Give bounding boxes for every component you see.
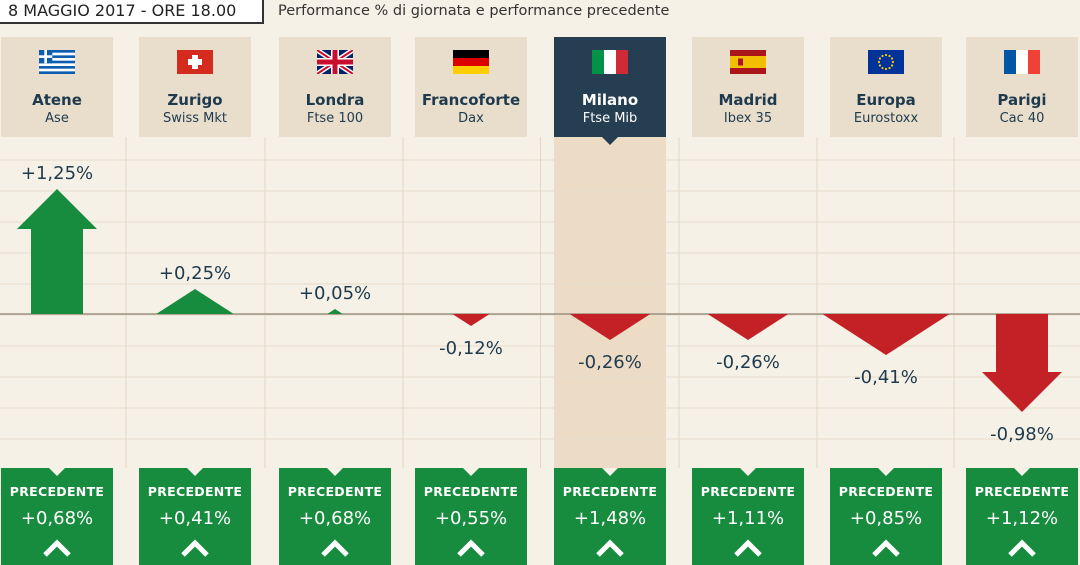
previous-label: PRECEDENTE [974, 484, 1070, 499]
chart-subtitle: Performance % di giornata e performance … [278, 3, 670, 19]
previous-value: +1,12% [985, 508, 1059, 529]
previous-value: +1,11% [711, 508, 785, 529]
previous-value: +0,55% [434, 508, 508, 529]
previous-box-parigi: PRECEDENTE +1,12% [966, 468, 1078, 565]
previous-label: PRECEDENTE [9, 484, 105, 499]
value-label: -0,26% [716, 352, 780, 373]
chevron-up-icon [321, 539, 349, 557]
market-header-milano: Milano Ftse Mib [554, 37, 666, 145]
index-label: Swiss Mkt [162, 111, 228, 126]
market-header-europa: Europa Eurostoxx [830, 37, 942, 137]
uk-flag-icon [317, 50, 353, 74]
previous-label: PRECEDENTE [838, 484, 934, 499]
value-label: -0,98% [990, 424, 1054, 445]
arrow-londra [327, 309, 343, 314]
notch [187, 468, 203, 476]
notch [740, 468, 756, 476]
value-label: -0,12% [439, 338, 503, 359]
previous-box-zurigo: PRECEDENTE +0,41% [139, 468, 251, 565]
chevron-up-icon [1008, 539, 1036, 557]
city-label: Francoforte [421, 91, 521, 109]
previous-label: PRECEDENTE [423, 484, 519, 499]
city-label: Zurigo [167, 91, 223, 109]
notch [49, 468, 65, 476]
previous-box-londra: PRECEDENTE +0,68% [279, 468, 391, 565]
highlight-column [554, 137, 666, 468]
previous-label: PRECEDENTE [700, 484, 796, 499]
previous-value: +0,85% [849, 508, 923, 529]
previous-value: +0,68% [20, 508, 94, 529]
chevron-up-icon [181, 539, 209, 557]
city-label: Parigi [997, 91, 1047, 109]
arrow-madrid [707, 314, 789, 340]
arrow-parigi [982, 314, 1062, 412]
previous-label: PRECEDENTE [147, 484, 243, 499]
previous-box-atene: PRECEDENTE +0,68% [1, 468, 113, 565]
arrow-atene [17, 189, 97, 314]
arrow-zurigo [156, 289, 234, 314]
index-label: Ftse Mib [582, 111, 638, 126]
previous-label: PRECEDENTE [562, 484, 658, 499]
city-label: Milano [581, 91, 639, 109]
index-label: Cac 40 [999, 111, 1045, 126]
index-label: Ase [45, 111, 69, 126]
chevron-up-icon [596, 539, 624, 557]
pointer-triangle [602, 137, 618, 145]
spain-flag-icon [730, 50, 766, 74]
previous-value: +0,68% [298, 508, 372, 529]
chevron-up-icon [43, 539, 71, 557]
france-flag-icon [1004, 50, 1040, 74]
italy-flag-icon [592, 50, 628, 74]
previous-value: +1,48% [573, 508, 647, 529]
eu-flag-icon [868, 50, 904, 74]
index-label: Ftse 100 [306, 111, 364, 126]
market-header-parigi: Parigi Cac 40 [966, 37, 1078, 137]
market-header-zurigo: Zurigo Swiss Mkt [139, 37, 251, 137]
city-label: Europa [856, 91, 916, 109]
arrow-francoforte [452, 314, 490, 326]
notch [602, 468, 618, 476]
market-header-madrid: Madrid Ibex 35 [692, 37, 804, 137]
market-header-londra: Londra Ftse 100 [279, 37, 391, 137]
value-label: -0,26% [578, 352, 642, 373]
date-label: 8 MAGGIO 2017 - ORE 18.00 [0, 0, 264, 24]
previous-box-europa: PRECEDENTE +0,85% [830, 468, 942, 565]
switzerland-flag-icon [177, 50, 213, 74]
chevron-up-icon [457, 539, 485, 557]
notch [327, 468, 343, 476]
previous-box-francoforte: PRECEDENTE +0,55% [415, 468, 527, 565]
city-label: Atene [32, 91, 82, 109]
arrow-milano [569, 314, 651, 340]
previous-value: +0,41% [158, 508, 232, 529]
market-header-francoforte: Francoforte Dax [415, 37, 527, 137]
previous-box-madrid: PRECEDENTE +1,11% [692, 468, 804, 565]
notch [878, 468, 894, 476]
germany-flag-icon [453, 50, 489, 74]
previous-box-milano: PRECEDENTE +1,48% [554, 468, 666, 565]
arrow-europa [822, 314, 950, 355]
value-label: +0,05% [299, 283, 371, 304]
index-label: Dax [458, 111, 484, 126]
city-label: Madrid [718, 91, 778, 109]
chevron-up-icon [734, 539, 762, 557]
city-label: Londra [305, 91, 365, 109]
greece-flag-icon [39, 50, 75, 74]
index-label: Eurostoxx [853, 111, 919, 126]
notch [463, 468, 479, 476]
value-label: -0,41% [854, 367, 918, 388]
notch [1014, 468, 1030, 476]
chevron-up-icon [872, 539, 900, 557]
index-label: Ibex 35 [723, 111, 773, 126]
market-header-atene: Atene Ase [1, 37, 113, 137]
previous-label: PRECEDENTE [287, 484, 383, 499]
value-label: +0,25% [159, 263, 231, 284]
value-label: +1,25% [21, 163, 93, 184]
